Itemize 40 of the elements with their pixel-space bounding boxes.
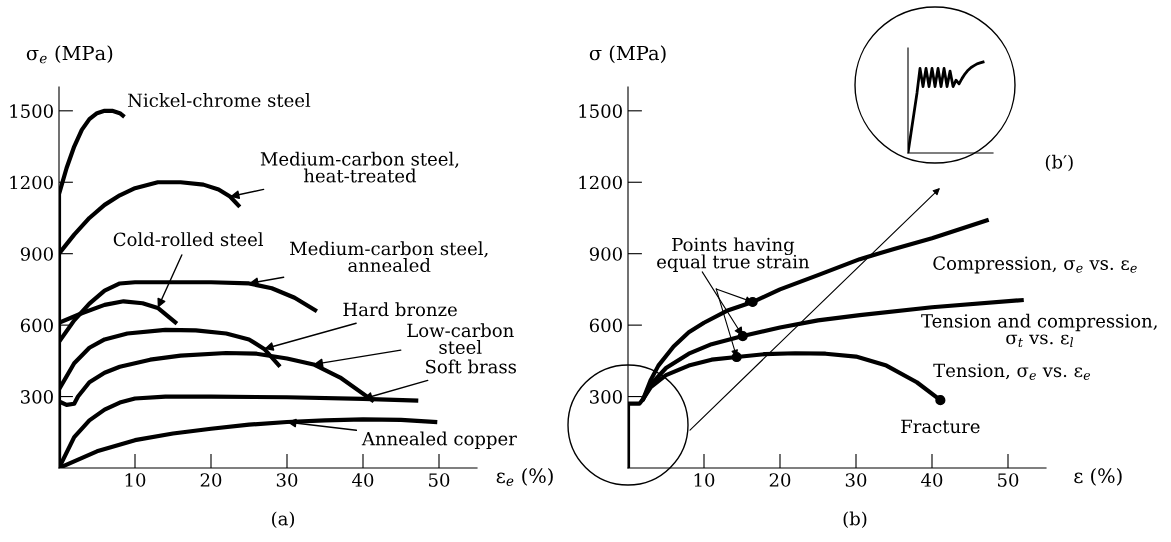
series-label: Tension, σ$_{e}$ vs. ε$_{e}$ [933, 363, 1091, 380]
text: Hard bronze [343, 302, 457, 317]
x-tick-label: 30 [276, 473, 298, 487]
series-label: Soft brass [426, 359, 517, 374]
y-tick-label: 600 [20, 318, 53, 333]
series-label: Annealed copper [361, 431, 517, 449]
x-tick-label: 20 [200, 473, 222, 487]
x-axis-title: ε (%) [1074, 468, 1122, 486]
series-label: Tension and compression, σ$_{t}$ vs. ε$_{l}$ [921, 313, 1157, 348]
text: Cold-rolled steel [113, 232, 264, 247]
y-axis-title: σ (MPa) [589, 45, 666, 64]
x-tick-label: 40 [352, 473, 374, 487]
text: Low-carbon steel [407, 323, 514, 354]
x-tick-label: 20 [769, 473, 791, 487]
x-tick-label: 50 [429, 473, 450, 487]
y-tick-label: 900 [20, 247, 53, 261]
x-tick-label: 30 [845, 473, 867, 487]
y-tick-label: 300 [21, 390, 53, 404]
y-tick-label: 1200 [10, 175, 53, 190]
y-tick-label: 900 [589, 247, 622, 261]
series-label: Nickel-chrome steel [128, 93, 311, 108]
y-axis-title: σ$_{e}$ (MPa) [26, 45, 113, 64]
series-label: Compression, σ$_{e}$ vs. ε$_{e}$ [933, 256, 1137, 274]
x-tick-label: 10 [125, 473, 146, 487]
x-axis-title: ε$_{e}$ (%) [496, 468, 553, 486]
y-tick-label: 1500 [10, 104, 53, 118]
y-tick-label: 1200 [579, 175, 622, 190]
x-tick-label: 40 [921, 473, 943, 487]
annotation: Points having equal true strain [657, 237, 810, 272]
y-tick-label: 1500 [579, 104, 622, 118]
series-label: Medium-carbon steel, annealed [290, 241, 488, 273]
text: (a) [272, 511, 295, 528]
annotation: (b′) [1045, 154, 1073, 172]
annotation: Fracture [901, 419, 980, 434]
x-tick-label: 50 [998, 473, 1019, 487]
y-tick-label: 600 [589, 318, 622, 333]
series-label: Medium-carbon steel, heat-treated [260, 151, 459, 183]
text: (b) [843, 511, 867, 528]
x-tick-label: 10 [694, 473, 715, 487]
y-tick-label: 300 [590, 390, 622, 404]
